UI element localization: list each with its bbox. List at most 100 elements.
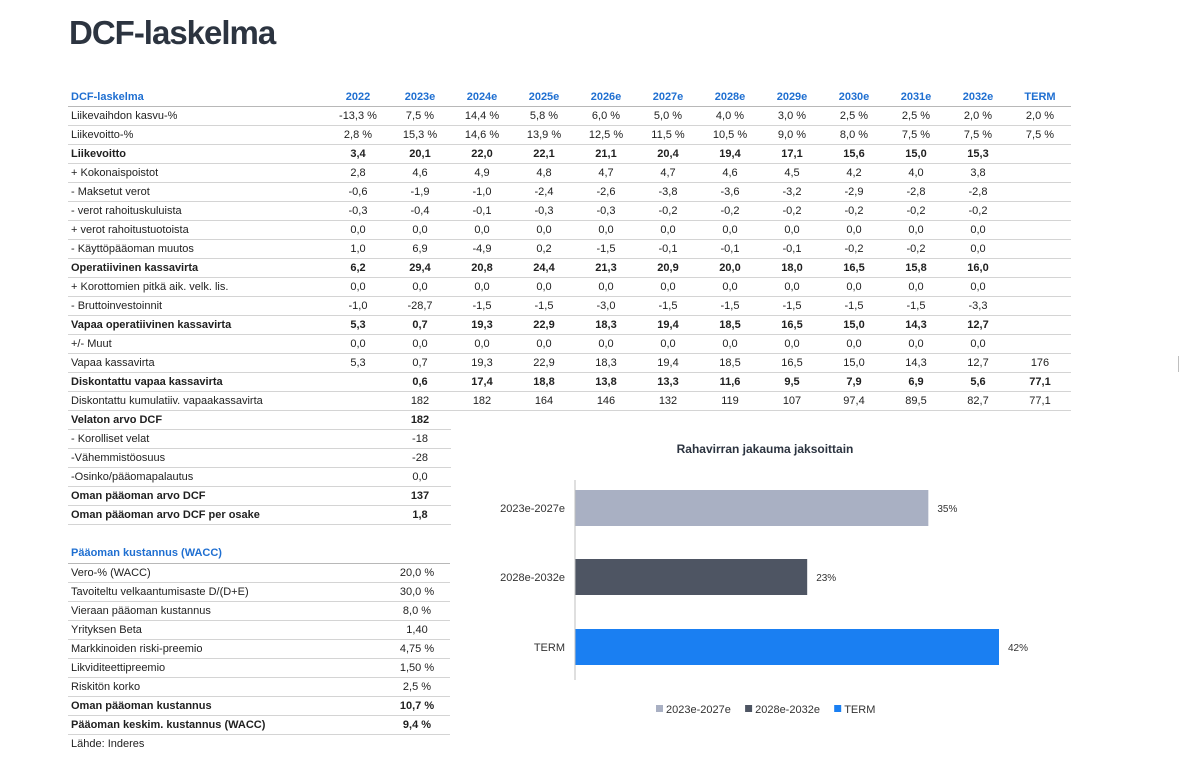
page-title: DCF-laskelma [69,14,276,51]
dcf-cell: 13,9 % [513,125,575,145]
dcf-cell: -0,2 [761,201,823,221]
summary-value: -28 [389,448,451,468]
legend-swatch [834,705,842,712]
wacc-value: 1,40 [384,620,450,640]
dcf-cell: 6,9 [885,372,947,392]
dcf-cell: 14,3 [885,315,947,335]
wacc-value: 30,0 % [384,582,450,602]
dcf-cell: 20,9 [637,258,699,278]
dcf-cell: 2,5 % [823,106,885,126]
dcf-cell: -3,2 [761,182,823,202]
dcf-cell: 14,4 % [451,106,513,126]
dcf-cell: -1,5 [575,239,637,259]
wacc-row: Markkinoiden riski-preemio 4,75 % [68,639,450,659]
summary-spacer [327,410,389,430]
summary-spacer [327,448,389,468]
dcf-cell: 5,8 % [513,106,575,126]
dcf-cell: -1,5 [637,296,699,316]
dcf-cell: 21,1 [575,144,637,164]
dcf-row: Liikevaihdon kasvu-% -13,3 % 7,5 % 14,4 % 5,… [68,106,1071,126]
summary-row: -Vähemmistöosuus -28 [68,448,1071,468]
summary-spacer [327,429,389,449]
empty-cell [947,411,1009,430]
dcf-cell: 5,6 [947,372,1009,392]
summary-label: -Vähemmistöosuus [68,448,327,468]
dcf-cell: 7,9 [823,372,885,392]
dcf-cell: 0,0 [761,277,823,297]
dcf-cell: 29,4 [389,258,451,278]
dcf-row: Vapaa operatiivinen kassavirta 5,3 0,7 19,3… [68,315,1071,335]
empty-cell [513,430,575,449]
dcf-cell: 18,5 [699,353,761,373]
dcf-cell [327,372,389,392]
dcf-cell: 17,4 [451,372,513,392]
dcf-cell: 4,6 [389,163,451,183]
dcf-table: DCF-laskelma 2022 2023e 2024e 2025e 2026e 2027… [68,88,1071,525]
dcf-cell: 0,0 [823,220,885,240]
summary-label: Oman pääoman arvo DCF per osake [68,505,327,525]
dcf-cell: 0,0 [451,277,513,297]
category-label: 2028e-2032e [500,572,565,584]
dcf-row-label: - Bruttoinvestoinnit [68,296,327,316]
data-label: 42% [1008,643,1028,654]
dcf-cell: 4,7 [637,163,699,183]
empty-cell [513,449,575,468]
dcf-row: - Maksetut verot -0,6 -1,9 -1,0 -2,4 -2,6 -3,8… [68,182,1071,202]
wacc-label: Yrityksen Beta [68,620,384,640]
dcf-cell: 0,0 [947,277,1009,297]
wacc-row: Tavoiteltu velkaantumisaste D/(D+E) 30,0 … [68,582,450,602]
dcf-cell: -0,2 [637,201,699,221]
dcf-cell: 0,0 [885,220,947,240]
dcf-cell: -1,5 [513,296,575,316]
dcf-cell: -1,0 [451,182,513,202]
dcf-cell: -2,9 [823,182,885,202]
dcf-cell: -2,6 [575,182,637,202]
dcf-cell: 19,4 [699,144,761,164]
dcf-cell: 77,1 [1009,372,1071,392]
dcf-cell: 5,0 % [637,106,699,126]
wacc-row: Likviditeettipreemio 1,50 % [68,658,450,678]
dcf-cell: 0,0 [575,334,637,354]
dcf-cell: -1,5 [451,296,513,316]
dcf-cell [327,391,389,411]
dcf-cell: -0,2 [823,239,885,259]
dcf-cell: -0,1 [699,239,761,259]
empty-cell [1009,449,1071,468]
dcf-cell: 15,0 [885,144,947,164]
dcf-row-label: Liikevaihdon kasvu-% [68,106,327,126]
wacc-label: Pääoman keskim. kustannus (WACC) [68,715,384,735]
dcf-cell: 18,3 [575,315,637,335]
dcf-cell [1009,258,1071,278]
year-header: 2028e [699,88,761,107]
year-header: 2026e [575,88,637,107]
summary-row: Oman pääoman arvo DCF per osake 1,8 [68,505,1071,525]
summary-label: Oman pääoman arvo DCF [68,486,327,506]
dcf-cell: 10,5 % [699,125,761,145]
chart-title: Rahavirran jakauma jaksoittain [676,442,854,456]
dcf-cell: 13,3 [637,372,699,392]
dcf-cell: 17,1 [761,144,823,164]
category-label: TERM [534,642,565,654]
dcf-cell: -1,5 [823,296,885,316]
dcf-cell: 0,0 [699,277,761,297]
summary-row: Oman pääoman arvo DCF 137 [68,486,1071,506]
dcf-cell: 22,9 [513,353,575,373]
summary-spacer [327,505,389,525]
dcf-cell: 19,4 [637,315,699,335]
summary-value: 0,0 [389,467,451,487]
dcf-cell: 0,0 [513,220,575,240]
dcf-cell [1009,144,1071,164]
dcf-cell: 0,0 [327,277,389,297]
dcf-row-label: + verot rahoitustuotoista [68,220,327,240]
year-header: 2027e [637,88,699,107]
bar [575,629,999,665]
dcf-row-label: + Kokonaispoistot [68,163,327,183]
dcf-cell: -0,2 [885,239,947,259]
dcf-cell: 182 [451,391,513,411]
wacc-row: Vero-% (WACC) 20,0 % [68,563,450,583]
dcf-cell [1009,220,1071,240]
year-header: TERM [1009,88,1071,107]
dcf-row-label: Liikevoitto-% [68,125,327,145]
dcf-cell: 2,8 % [327,125,389,145]
dcf-cell: 0,0 [327,334,389,354]
